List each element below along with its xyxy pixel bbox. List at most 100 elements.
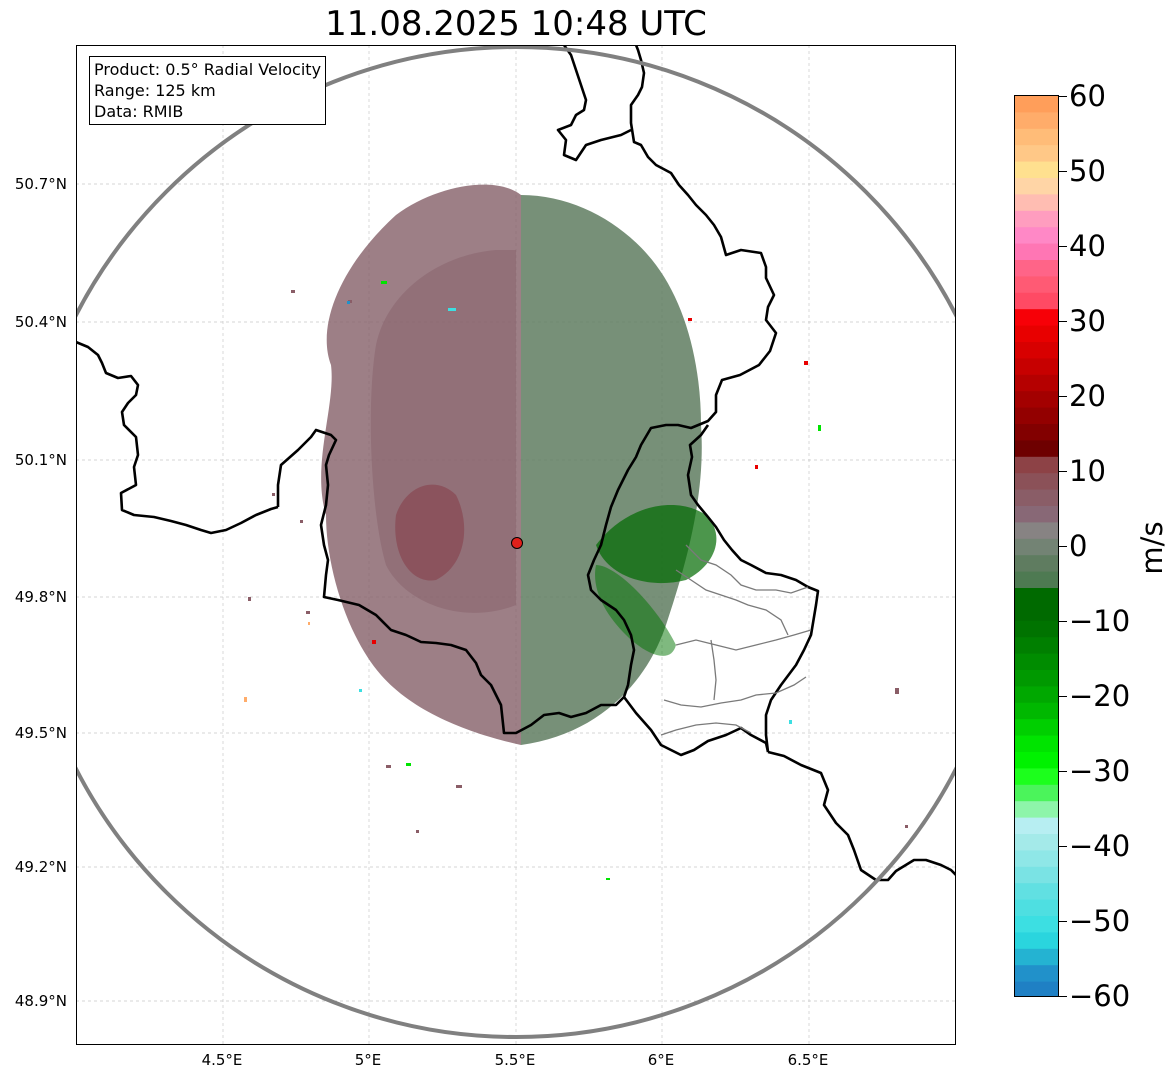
regional-borders — [660, 544, 812, 736]
colorbar-swatch — [1015, 194, 1058, 212]
colorbar-swatch — [1015, 391, 1058, 409]
colorbar-label: −40 — [1069, 829, 1131, 863]
colorbar-swatch — [1015, 358, 1058, 376]
lat-label: 50.1°N — [14, 451, 67, 469]
colorbar-tick — [1059, 621, 1067, 622]
colorbar-swatch — [1015, 604, 1058, 622]
colorbar-swatch — [1015, 456, 1058, 474]
colorbar-label: −20 — [1069, 679, 1131, 713]
echo-speckle-cyan — [359, 308, 792, 724]
colorbar-label: −10 — [1069, 604, 1131, 638]
colorbar-swatch — [1015, 883, 1058, 901]
lon-label: 4.5°E — [201, 1051, 243, 1069]
colorbar-swatch — [1015, 128, 1058, 146]
colorbar-swatch — [1015, 424, 1058, 441]
colorbar-swatch — [1015, 981, 1058, 996]
colorbar-swatch — [1015, 670, 1058, 687]
colorbar-tick — [1059, 846, 1067, 847]
colorbar-tick — [1059, 96, 1067, 97]
colorbar-swatch — [1015, 243, 1058, 261]
velocity-echo-approaching — [521, 195, 717, 745]
product-info-box: Product: 0.5° Radial Velocity Range: 125… — [89, 56, 327, 125]
colorbar-swatch — [1015, 440, 1058, 458]
echo-speckle-orange — [244, 622, 310, 702]
radar-site-marker — [511, 537, 523, 549]
colorbar-swatch — [1015, 473, 1058, 491]
colorbar-swatch — [1015, 965, 1058, 983]
lat-label: 50.4°N — [14, 313, 67, 331]
colorbar-swatch — [1015, 702, 1058, 720]
colorbar-swatch — [1015, 112, 1058, 130]
colorbar-swatch — [1015, 276, 1058, 294]
colorbar-swatch — [1015, 374, 1058, 392]
colorbar-swatch — [1015, 325, 1058, 343]
colorbar-label: 0 — [1069, 529, 1088, 563]
colorbar-swatch — [1015, 637, 1058, 655]
colorbar-swatch — [1015, 407, 1058, 425]
colorbar-tick — [1059, 321, 1067, 322]
colorbar-swatch — [1015, 620, 1058, 638]
colorbar-swatch — [1015, 850, 1058, 868]
colorbar-swatch — [1015, 309, 1058, 327]
colorbar-swatch — [1015, 801, 1058, 819]
colorbar-swatch — [1015, 916, 1058, 933]
colorbar-swatch — [1015, 161, 1058, 179]
colorbar-swatch — [1015, 735, 1058, 753]
echo-speckle-blue — [347, 301, 350, 304]
lat-label: 49.5°N — [14, 724, 67, 742]
colorbar-tick — [1059, 696, 1067, 697]
colorbar-swatch — [1015, 489, 1058, 507]
colorbar-label: 60 — [1069, 79, 1106, 113]
velocity-colorbar — [1014, 95, 1059, 997]
colorbar-tick — [1059, 471, 1067, 472]
lon-label: 5°E — [354, 1051, 382, 1069]
colorbar-label: 10 — [1069, 454, 1106, 488]
data-source-line: Data: RMIB — [94, 102, 184, 121]
range-line: Range: 125 km — [94, 81, 216, 100]
colorbar-tick — [1059, 171, 1067, 172]
colorbar-swatch — [1015, 588, 1058, 605]
colorbar-label: −30 — [1069, 754, 1131, 788]
colorbar-tick — [1059, 546, 1067, 547]
colorbar-swatch — [1015, 932, 1058, 950]
colorbar-label: 40 — [1069, 229, 1106, 263]
colorbar-swatch — [1015, 834, 1058, 851]
colorbar-swatch — [1015, 178, 1058, 195]
radar-map[interactable] — [76, 45, 956, 1045]
colorbar-swatch — [1015, 653, 1058, 671]
colorbar-swatch — [1015, 96, 1058, 113]
lon-label: 6.5°E — [787, 1051, 829, 1069]
colorbar-swatch — [1015, 555, 1058, 573]
colorbar-swatch — [1015, 506, 1058, 523]
colorbar-swatch — [1015, 784, 1058, 802]
echo-speckle-green — [381, 281, 821, 880]
radar-map-canvas — [77, 46, 955, 1044]
lat-label: 48.9°N — [14, 992, 67, 1010]
colorbar-tick — [1059, 996, 1067, 997]
echo-speckle-red — [372, 318, 808, 644]
colorbar-swatch — [1015, 817, 1058, 835]
colorbar-tick — [1059, 771, 1067, 772]
product-line: Product: 0.5° Radial Velocity — [94, 60, 322, 79]
colorbar-label: 30 — [1069, 304, 1106, 338]
colorbar-unit-label: m/s — [1135, 521, 1169, 575]
chart-title: 11.08.2025 10:48 UTC — [325, 4, 707, 44]
national-borders — [77, 46, 955, 882]
colorbar-swatch — [1015, 948, 1058, 966]
colorbar-tick — [1059, 246, 1067, 247]
colorbar-swatch — [1015, 227, 1058, 245]
lat-label: 50.7°N — [14, 175, 67, 193]
velocity-echo-receding — [321, 184, 521, 745]
colorbar-swatch — [1015, 145, 1058, 163]
colorbar-swatch — [1015, 538, 1058, 556]
lon-label: 5.5°E — [494, 1051, 536, 1069]
colorbar-label: 20 — [1069, 379, 1106, 413]
colorbar-swatch — [1015, 522, 1058, 540]
colorbar-swatch — [1015, 260, 1058, 277]
colorbar-swatches — [1015, 96, 1058, 996]
colorbar-swatch — [1015, 342, 1058, 359]
colorbar-swatch — [1015, 866, 1058, 884]
colorbar-swatch — [1015, 752, 1058, 769]
colorbar-swatch — [1015, 899, 1058, 917]
lat-label: 49.8°N — [14, 588, 67, 606]
